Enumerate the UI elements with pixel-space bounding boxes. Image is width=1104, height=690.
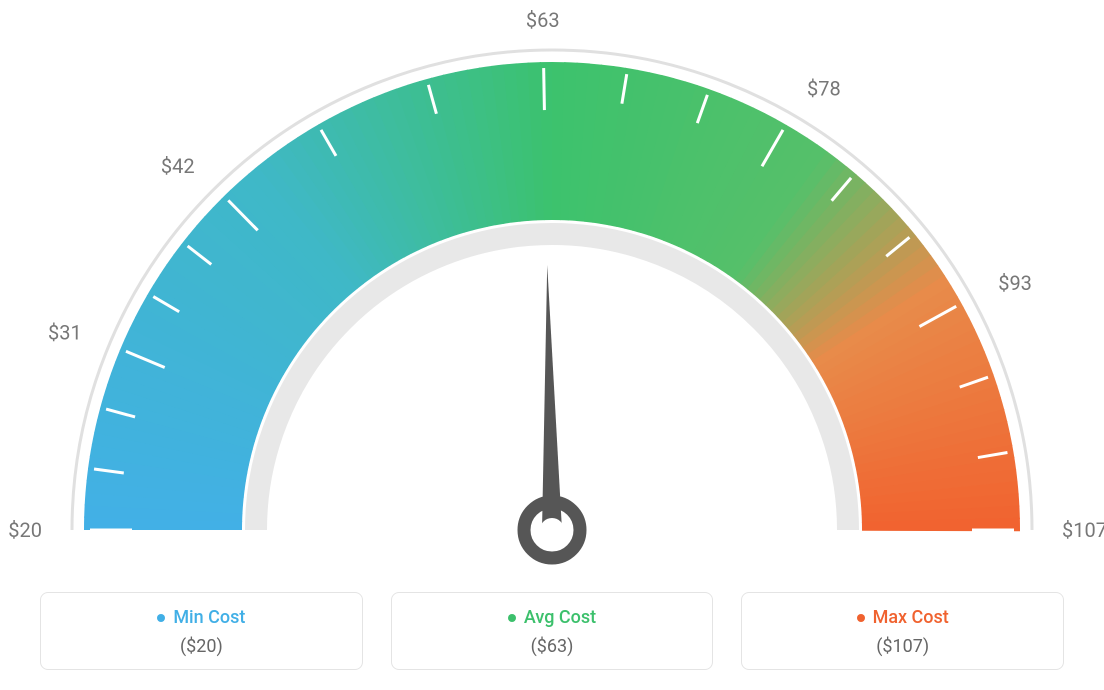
legend-dot-avg [508, 614, 516, 622]
legend-card-min: Min Cost ($20) [40, 592, 363, 671]
legend-card-avg: Avg Cost ($63) [391, 592, 714, 671]
svg-text:$31: $31 [48, 321, 82, 345]
legend-label-avg: Avg Cost [524, 607, 596, 628]
legend-dot-max [857, 614, 865, 622]
svg-text:$78: $78 [807, 76, 841, 100]
legend-value-avg: ($63) [402, 636, 703, 657]
svg-text:$20: $20 [8, 518, 42, 542]
legend-card-max: Max Cost ($107) [741, 592, 1064, 671]
legend-dot-min [157, 614, 165, 622]
legend-label-max: Max Cost [873, 607, 949, 628]
svg-text:$93: $93 [998, 271, 1032, 295]
svg-text:$42: $42 [161, 154, 195, 178]
legend-value-max: ($107) [752, 636, 1053, 657]
svg-text:$107: $107 [1062, 518, 1104, 542]
cost-gauge: $20 $31 $42 $63 $78 $93 $107 [0, 0, 1104, 570]
legend-label-min: Min Cost [173, 607, 245, 628]
legend-row: Min Cost ($20) Avg Cost ($63) Max Cost (… [40, 592, 1064, 671]
legend-value-min: ($20) [51, 636, 352, 657]
gauge-needle [542, 265, 562, 530]
svg-text:$63: $63 [526, 8, 560, 32]
